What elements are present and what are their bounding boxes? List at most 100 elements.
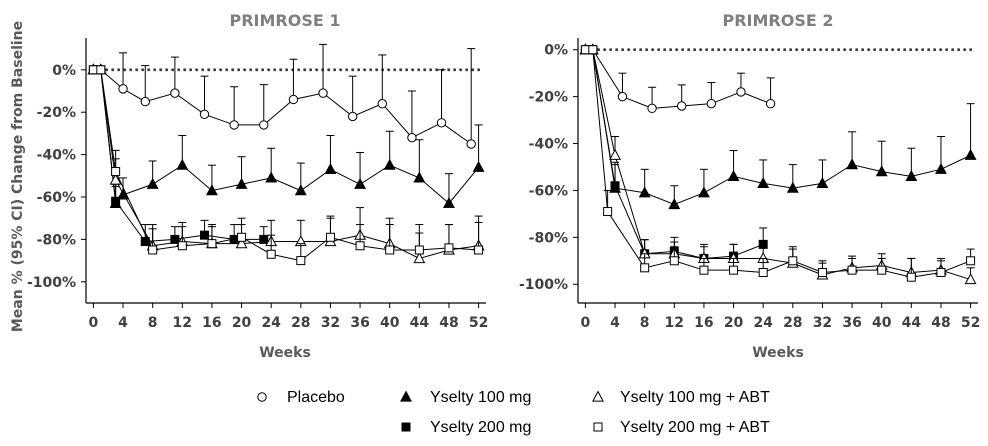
x-tick-label: 48 — [439, 315, 458, 331]
x-tick-label: 32 — [813, 315, 832, 331]
data-point — [788, 256, 798, 266]
x-tick-label: 16 — [202, 315, 221, 331]
data-point — [875, 165, 888, 177]
data-point — [617, 91, 628, 102]
legend-entry: Yselty 100 mg + ABT — [592, 389, 770, 406]
data-point — [729, 265, 739, 275]
data-point — [846, 158, 859, 170]
legend-marker — [401, 422, 411, 432]
data-point — [111, 167, 121, 177]
x-tick-label: 24 — [261, 315, 281, 331]
series-line — [585, 49, 971, 281]
panel-1: PRIMROSE 10%-20%-40%-60%-80%-100%0 4 8 12 16… — [10, 11, 488, 361]
chart-title: PRIMROSE 2 — [723, 11, 834, 30]
data-point — [727, 169, 740, 181]
x-tick-label: 28 — [291, 315, 310, 331]
legend-entry: Yselty 100 mg — [400, 389, 531, 406]
y-tick-label: -20% — [529, 90, 568, 106]
x-axis-label: Weeks — [259, 345, 311, 361]
data-point — [588, 45, 598, 55]
data-point — [699, 265, 709, 275]
series-triangle-filled — [87, 63, 485, 208]
x-tick-label: 28 — [783, 315, 802, 331]
data-point — [935, 162, 947, 174]
x-tick-label: 20 — [232, 315, 252, 331]
legend-entry: Yselty 200 mg + ABT — [593, 419, 770, 436]
data-point — [355, 241, 365, 251]
x-tick-label: 0 — [581, 315, 591, 331]
data-point — [207, 239, 217, 249]
data-point — [966, 256, 976, 266]
data-point — [736, 87, 746, 97]
data-point — [765, 98, 776, 109]
legend-marker — [257, 392, 267, 402]
data-point — [757, 176, 770, 188]
data-point — [580, 45, 590, 55]
data-point — [964, 148, 977, 160]
x-tick-label: 24 — [753, 315, 773, 331]
x-tick-label: 12 — [173, 315, 192, 331]
panel-2: PRIMROSE 20%-20%-40%-60%-80%-100%0 4 8 12 16… — [519, 11, 980, 361]
x-tick-label: 36 — [350, 315, 369, 331]
legend-entry: Placebo — [257, 389, 345, 406]
y-tick-label: -40% — [529, 137, 568, 153]
data-point — [177, 241, 187, 251]
series-triangle-open — [579, 43, 977, 285]
data-point — [786, 181, 799, 193]
data-point — [237, 232, 247, 242]
y-tick-label: -40% — [37, 148, 76, 164]
series-triangle-filled — [579, 43, 977, 210]
y-tick-label: -100% — [519, 277, 568, 293]
data-point — [296, 256, 306, 266]
data-point — [706, 98, 717, 109]
y-tick-label: 0% — [52, 63, 76, 79]
y-axis-label: Mean % (95% CI) Change from Baseline — [10, 21, 26, 332]
y-tick-label: -20% — [37, 105, 76, 121]
data-point — [266, 249, 276, 259]
x-tick-label: 44 — [410, 315, 430, 331]
series-line — [93, 69, 479, 260]
data-point — [118, 84, 128, 94]
series-square-open — [580, 45, 976, 282]
data-point — [668, 198, 681, 210]
data-point — [466, 139, 476, 149]
x-tick-label: 40 — [872, 315, 892, 331]
data-point — [140, 237, 150, 247]
data-point — [817, 268, 827, 278]
data-point — [347, 111, 358, 122]
data-point — [413, 252, 426, 264]
data-point — [407, 132, 417, 143]
legend-marker — [592, 390, 604, 402]
data-point — [444, 243, 454, 253]
series-circle-open — [88, 43, 476, 149]
x-tick-label: 8 — [640, 315, 650, 331]
series-line — [585, 49, 971, 206]
data-point — [609, 148, 621, 160]
x-tick-label: 52 — [961, 315, 980, 331]
data-point — [318, 88, 328, 98]
legend-label: Yselty 100 mg + ABT — [620, 389, 770, 406]
x-tick-label: 36 — [842, 315, 861, 331]
data-point — [200, 230, 210, 240]
series-triangle-open — [87, 63, 485, 264]
data-point — [677, 101, 687, 111]
x-tick-label: 20 — [724, 315, 744, 331]
data-point — [906, 272, 916, 282]
series-line — [585, 49, 971, 278]
x-tick-label: 12 — [665, 315, 684, 331]
data-point — [170, 88, 180, 98]
data-point — [235, 237, 248, 249]
x-tick-label: 40 — [380, 315, 400, 331]
data-point — [199, 109, 210, 120]
data-point — [325, 232, 335, 242]
x-tick-label: 16 — [694, 315, 713, 331]
x-tick-label: 4 — [118, 315, 128, 331]
data-point — [170, 234, 180, 244]
legend-label: Yselty 200 mg — [430, 419, 531, 436]
data-point — [111, 196, 121, 206]
data-point — [117, 188, 129, 200]
data-point — [443, 196, 455, 208]
data-point — [146, 177, 159, 189]
x-tick-label: 8 — [148, 315, 158, 331]
